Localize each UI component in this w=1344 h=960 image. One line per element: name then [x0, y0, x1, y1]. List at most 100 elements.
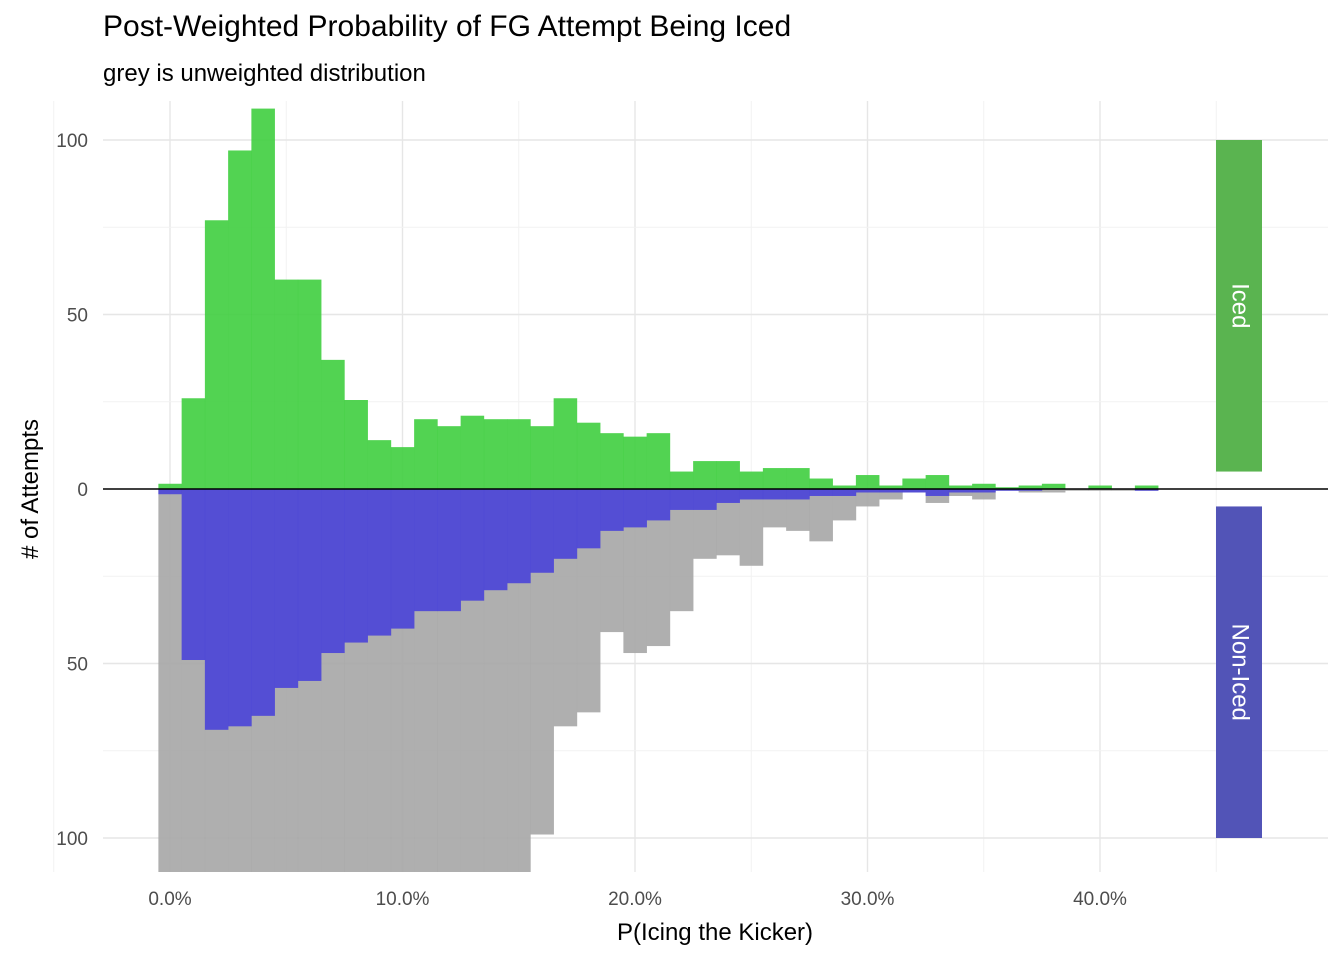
bar — [693, 461, 717, 489]
bar — [390, 447, 415, 489]
y-tick-label: 0 — [77, 480, 88, 501]
bar — [786, 489, 810, 500]
bar — [507, 419, 531, 489]
bar — [693, 489, 717, 510]
bar — [809, 478, 833, 489]
bar — [762, 468, 787, 489]
bar — [251, 108, 275, 489]
bar — [716, 489, 740, 503]
bar — [530, 489, 554, 835]
bar — [972, 483, 996, 489]
y-axis-ticks: 100 50 0 50 100 — [56, 131, 88, 850]
bar — [809, 489, 833, 542]
bar — [1018, 485, 1043, 489]
bar — [530, 426, 554, 489]
bar — [1065, 489, 1089, 491]
bar — [228, 489, 252, 727]
bar — [832, 489, 857, 496]
bar — [553, 489, 578, 559]
bar — [507, 489, 531, 872]
bar — [228, 150, 252, 489]
x-tick-label: 0.0% — [148, 889, 191, 910]
chart-title: Post-Weighted Probability of FG Attempt … — [103, 10, 792, 43]
bar — [716, 461, 740, 489]
facet-strip-non-iced — [1216, 506, 1262, 838]
bar — [321, 489, 345, 654]
bar — [855, 489, 880, 507]
bar — [251, 489, 275, 716]
x-tick-label: 20.0% — [608, 889, 662, 910]
bar — [1041, 489, 1066, 493]
bar — [623, 489, 647, 654]
bar — [972, 489, 996, 493]
bar — [1018, 489, 1043, 491]
bar — [344, 400, 368, 489]
bar — [321, 359, 345, 489]
bar — [646, 489, 671, 647]
bar — [669, 489, 694, 510]
bar — [669, 489, 694, 612]
y-tick-label: 50 — [67, 655, 88, 676]
bar — [995, 487, 1019, 489]
bar — [576, 489, 601, 549]
bar — [716, 489, 740, 556]
y-tick-label: 100 — [56, 829, 88, 850]
x-axis-ticks: 0.0% 10.0% 20.0% 30.0% 40.0% — [148, 889, 1127, 910]
y-tick-label: 50 — [67, 306, 88, 327]
bar — [437, 426, 461, 489]
bar — [739, 489, 764, 566]
bar — [158, 489, 182, 872]
bar — [483, 419, 508, 489]
bar — [739, 489, 764, 500]
chart-subtitle: grey is unweighted distribution — [103, 60, 426, 87]
bar — [646, 433, 671, 489]
x-tick-label: 40.0% — [1073, 889, 1127, 910]
y-tick-label: 100 — [56, 131, 88, 152]
bar — [902, 478, 926, 489]
bar — [739, 471, 764, 489]
bar — [181, 398, 206, 489]
facet-label-non-iced: Non-Iced — [1227, 624, 1254, 721]
bar — [414, 489, 438, 612]
bar — [879, 485, 903, 489]
bar — [786, 468, 810, 489]
bar — [1041, 483, 1066, 489]
bar — [367, 489, 392, 636]
bar — [925, 475, 950, 489]
x-tick-label: 30.0% — [841, 889, 895, 910]
bar — [1134, 489, 1159, 491]
bar — [623, 436, 647, 489]
bar — [274, 489, 299, 688]
y-axis-title: # of Attempts — [17, 419, 44, 559]
bar — [600, 433, 624, 489]
bar — [576, 422, 601, 489]
bar — [181, 489, 206, 661]
bar — [948, 489, 973, 493]
bar — [925, 489, 950, 496]
bar — [483, 489, 508, 591]
bar — [1111, 489, 1136, 491]
bar — [437, 489, 461, 612]
facet-strips: Iced Non-Iced — [1216, 140, 1262, 838]
bar — [460, 489, 485, 601]
bar — [297, 279, 322, 489]
facet-strip-iced — [1216, 140, 1262, 472]
bar — [1134, 485, 1159, 489]
bar — [344, 489, 368, 643]
bar — [390, 489, 415, 629]
bar — [879, 489, 903, 500]
bar — [274, 279, 299, 489]
bar — [1088, 485, 1112, 489]
bar — [530, 489, 554, 573]
bar — [879, 489, 903, 493]
bar — [646, 489, 671, 521]
bar — [809, 489, 833, 496]
bar — [995, 489, 1019, 491]
bar — [855, 489, 880, 493]
x-axis-title: P(Icing the Kicker) — [617, 919, 813, 946]
bar — [297, 489, 322, 681]
bar — [460, 415, 485, 489]
bar — [762, 489, 787, 500]
bar — [367, 440, 392, 489]
